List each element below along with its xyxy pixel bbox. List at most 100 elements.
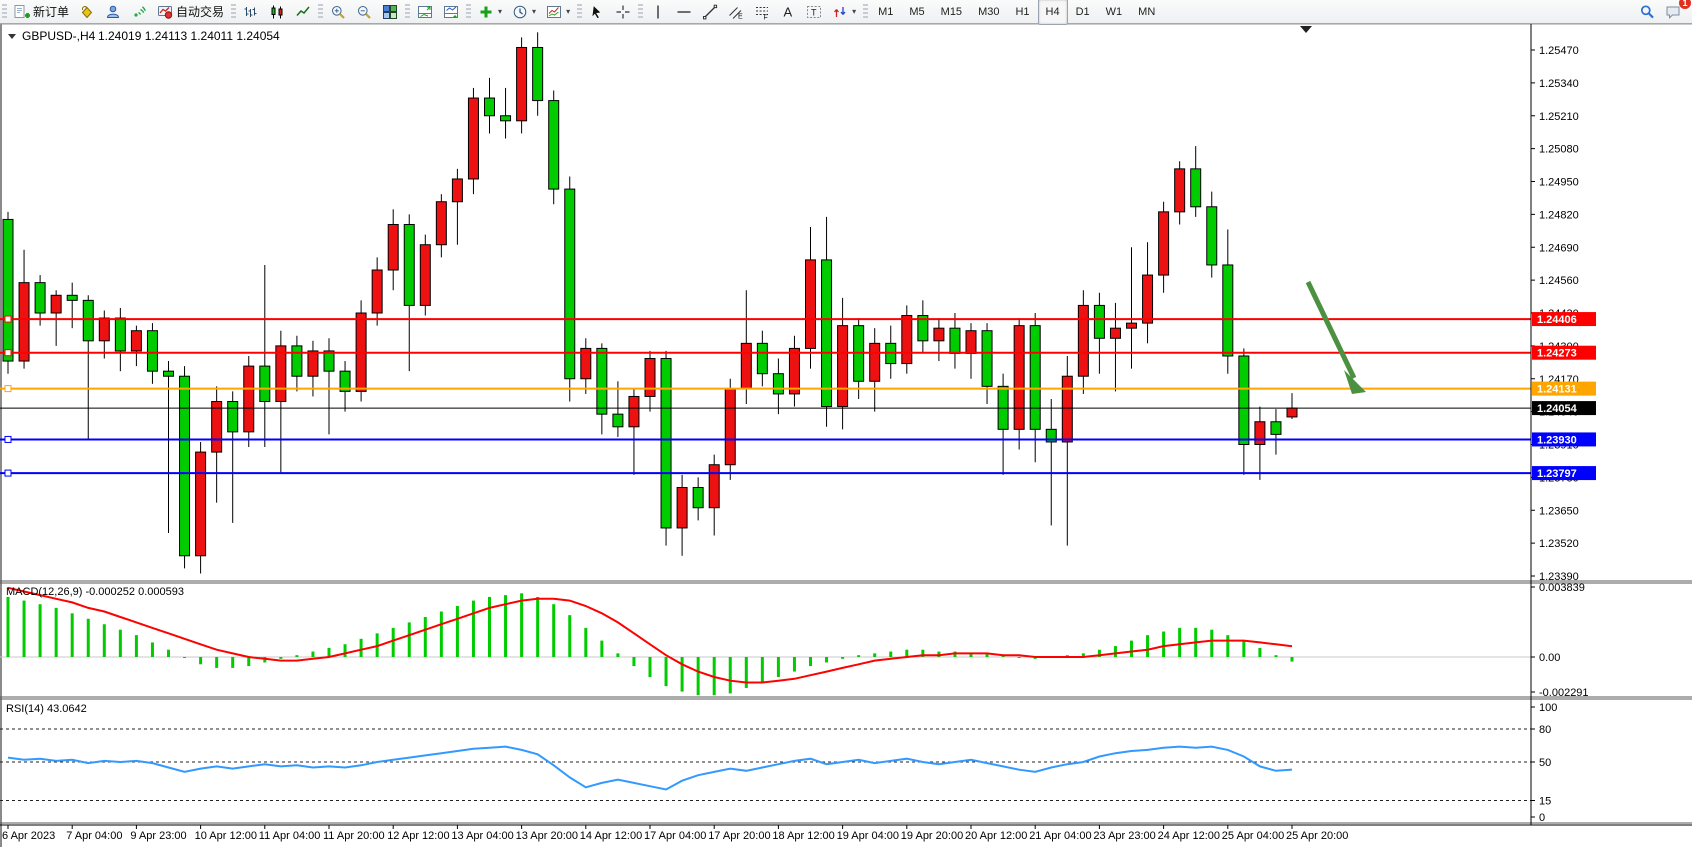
collapse-triangle-icon[interactable] bbox=[8, 34, 16, 39]
timeframe-h4-button[interactable]: H4 bbox=[1037, 0, 1068, 25]
price-tag-1.24273-bg bbox=[1532, 345, 1596, 360]
notification-badge[interactable]: 1 bbox=[1679, 0, 1691, 9]
arrow-head bbox=[1344, 370, 1366, 394]
macd-bar bbox=[632, 657, 636, 667]
timeframe-m15-button[interactable]: M15 bbox=[940, 5, 963, 18]
candle-body bbox=[467, 97, 479, 180]
timeframe-w1-button[interactable]: W1 bbox=[1105, 5, 1123, 18]
candle-body bbox=[965, 330, 977, 354]
hline-handle[interactable] bbox=[4, 469, 12, 477]
chat-bubble-button[interactable] bbox=[1661, 1, 1685, 23]
rsi-axis-label: 80 bbox=[1539, 724, 1551, 736]
macd-bar bbox=[215, 657, 219, 668]
candle-body bbox=[1222, 264, 1234, 357]
text-label-button[interactable]: T bbox=[802, 1, 826, 23]
equidistant-channel-button[interactable]: E bbox=[724, 1, 748, 23]
arrows-dropdown-caret[interactable]: ▾ bbox=[852, 7, 857, 16]
price-tag-1.24273[interactable]: 1.24273 bbox=[1532, 345, 1596, 360]
price-tag-1.23930[interactable]: 1.23930 bbox=[1532, 432, 1596, 447]
candle-body bbox=[580, 347, 592, 380]
fibonacci-button[interactable]: F bbox=[750, 1, 774, 23]
add-indicator-button[interactable]: ▾ bbox=[474, 1, 506, 23]
candle-body bbox=[821, 259, 833, 408]
search-button[interactable] bbox=[1635, 1, 1659, 23]
line-chart-button[interactable] bbox=[291, 1, 315, 23]
macd-bar bbox=[471, 600, 475, 657]
price-tag-1.24131[interactable]: 1.24131 bbox=[1532, 381, 1596, 396]
candle-body bbox=[917, 315, 929, 342]
candle-body bbox=[1093, 304, 1105, 339]
macd-bar bbox=[391, 627, 395, 657]
timeframe-d1-button[interactable]: D1 bbox=[1075, 5, 1090, 18]
new-order-button[interactable]: 新订单 bbox=[10, 1, 73, 23]
macd-bar bbox=[6, 596, 10, 657]
periods-clock-dropdown-caret[interactable]: ▾ bbox=[532, 7, 537, 16]
date-axis-label: 25 Apr 20:00 bbox=[1286, 830, 1348, 842]
bid-price-tag[interactable]: 1.24054 bbox=[1532, 401, 1596, 416]
line-chart-icon bbox=[295, 4, 311, 20]
candle-body bbox=[1142, 274, 1154, 324]
bar-chart-button[interactable] bbox=[239, 1, 263, 23]
zoom-out-icon bbox=[356, 4, 372, 20]
zoom-out-button[interactable] bbox=[352, 1, 376, 23]
macd-bar bbox=[616, 653, 620, 657]
horizontal-line-button[interactable] bbox=[672, 1, 696, 23]
window-left-edge bbox=[0, 24, 2, 847]
crosshair-button[interactable] bbox=[611, 1, 635, 23]
templates-button[interactable]: ▾ bbox=[542, 1, 574, 23]
date-axis-label: 11 Apr 04:00 bbox=[259, 830, 321, 842]
add-indicator-dropdown-caret[interactable]: ▾ bbox=[498, 7, 503, 16]
zoom-in-button[interactable] bbox=[326, 1, 350, 23]
bid-price-tag-bg bbox=[1532, 401, 1596, 416]
timeframe-h1-button[interactable]: H1 bbox=[1015, 5, 1030, 18]
candle-body bbox=[805, 259, 816, 349]
candle-body bbox=[628, 395, 640, 428]
timeframe-mn-button[interactable]: MN bbox=[1138, 5, 1156, 18]
arrows-button[interactable]: ▾ bbox=[828, 1, 860, 23]
tile-windows-button[interactable] bbox=[378, 1, 402, 23]
candle-body bbox=[1158, 211, 1170, 276]
profile-button[interactable] bbox=[101, 1, 125, 23]
vertical-line-button[interactable] bbox=[646, 1, 670, 23]
price-axis[interactable]: 1.25470 1.25340 1.25210 1.25080 1.24950 1.248… bbox=[1530, 24, 1596, 825]
price-tag-1.23797[interactable]: 1.23797 bbox=[1532, 466, 1596, 481]
text-button[interactable]: A bbox=[776, 1, 800, 23]
price-tag-1.24406[interactable]: 1.24406 bbox=[1532, 312, 1596, 327]
hline-handle[interactable] bbox=[4, 315, 12, 323]
arrow-annotation[interactable] bbox=[1305, 280, 1366, 394]
hline-handle[interactable] bbox=[4, 435, 12, 443]
macd-bar bbox=[86, 618, 90, 657]
date-axis[interactable]: 6 Apr 2023 7 Apr 04:00 9 Apr 23:00 10 Apr 1… bbox=[0, 824, 1692, 842]
autotrade-button[interactable]: 自动交易 bbox=[153, 1, 228, 23]
periods-clock-button[interactable]: ▾ bbox=[508, 1, 540, 23]
date-axis-label: 17 Apr 04:00 bbox=[644, 830, 706, 842]
indicator-window-button[interactable] bbox=[413, 1, 437, 23]
date-axis-label: 23 Apr 23:00 bbox=[1093, 830, 1155, 842]
new-order-icon bbox=[14, 4, 30, 20]
candle-body bbox=[596, 347, 608, 415]
timeframe-m1-button[interactable]: M1 bbox=[878, 5, 894, 18]
timeframe-m5-button[interactable]: M5 bbox=[909, 5, 925, 18]
candlestick-chart-button[interactable] bbox=[265, 1, 289, 23]
data-window-button[interactable] bbox=[439, 1, 463, 23]
styles-bucket-button[interactable] bbox=[75, 1, 99, 23]
candle-body bbox=[484, 97, 495, 117]
cursor-button[interactable] bbox=[585, 1, 609, 23]
timeframe-m30-button[interactable]: M30 bbox=[978, 5, 1000, 18]
equidistant-channel-icon: E bbox=[728, 4, 744, 20]
macd-bar bbox=[150, 642, 154, 657]
signal-button[interactable] bbox=[127, 1, 151, 23]
macd-bar bbox=[134, 635, 138, 657]
candle-body bbox=[1109, 327, 1121, 339]
chart-background bbox=[0, 24, 1692, 847]
hline-handle[interactable] bbox=[4, 349, 12, 357]
chart-shift-marker[interactable] bbox=[1300, 26, 1312, 33]
hline-handle[interactable] bbox=[4, 385, 12, 393]
price-axis-label: 1.25340 bbox=[1539, 78, 1579, 90]
templates-dropdown-caret[interactable]: ▾ bbox=[566, 7, 571, 16]
trendline-icon bbox=[702, 4, 718, 20]
trendline-button[interactable] bbox=[698, 1, 722, 23]
macd-bar bbox=[343, 644, 347, 657]
macd-bar bbox=[423, 616, 427, 657]
